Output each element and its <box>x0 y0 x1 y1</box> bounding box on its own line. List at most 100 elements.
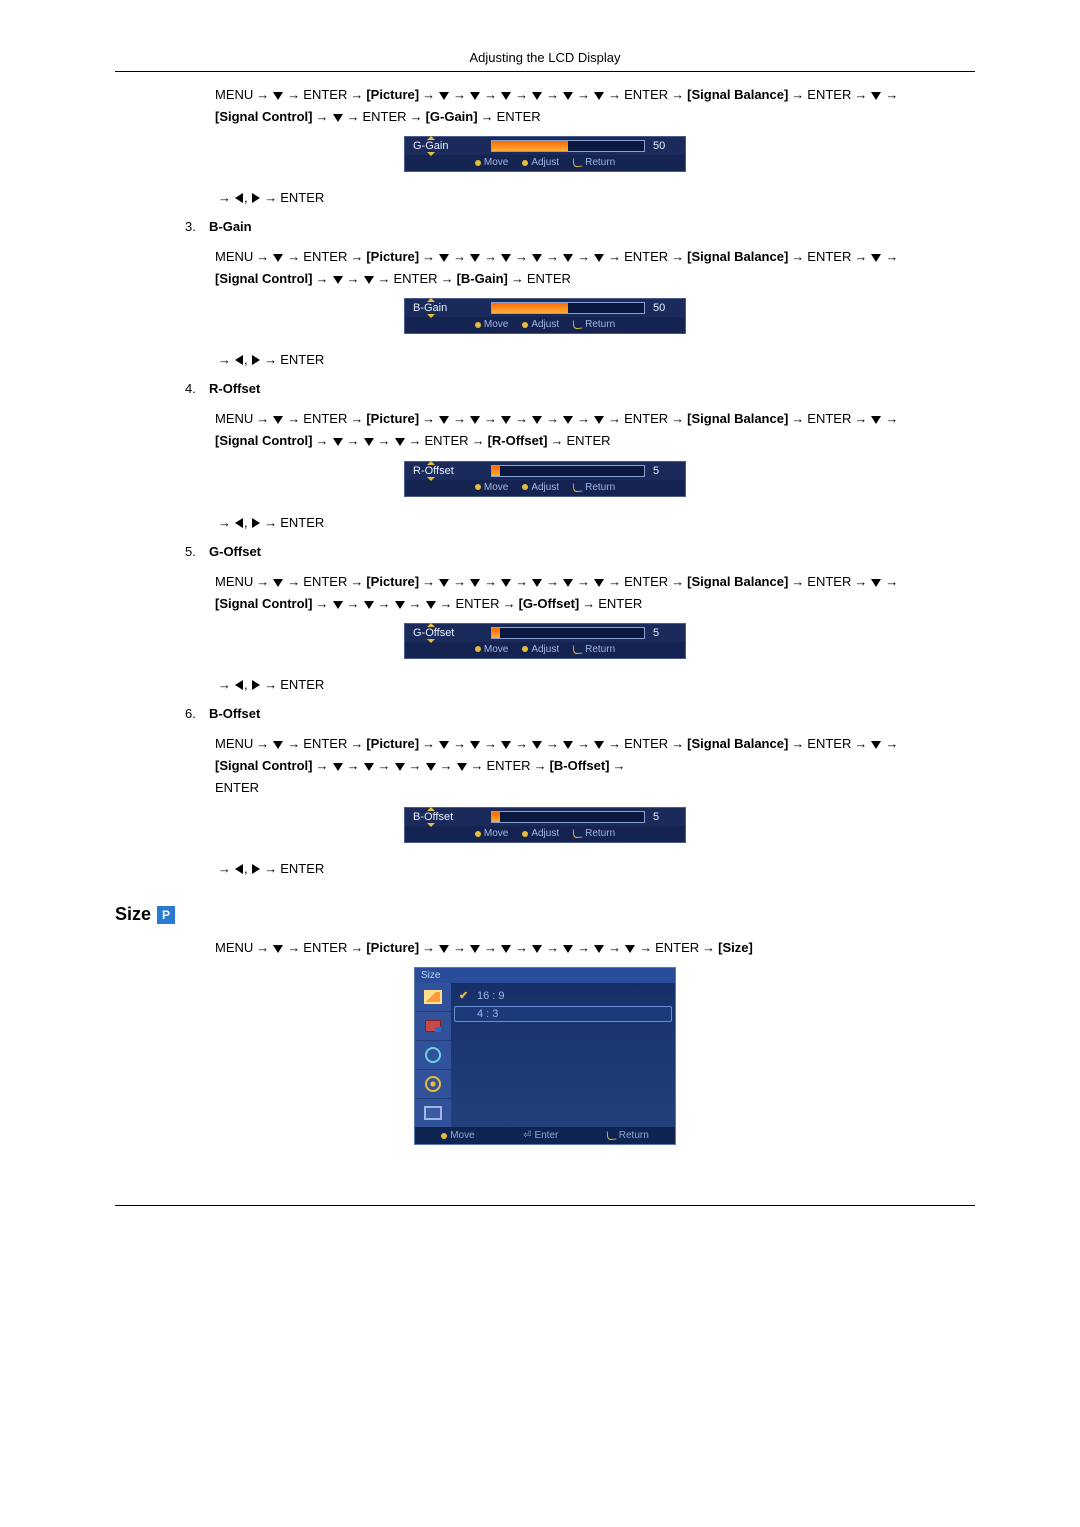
item-title: B-Offset <box>209 706 260 721</box>
item-title: R-Offset <box>209 381 260 396</box>
size-tab[interactable] <box>415 1041 451 1070</box>
size-option-label: 16 : 9 <box>477 990 505 1002</box>
move-dot-icon <box>441 1133 447 1139</box>
adjust-dot-icon <box>522 322 528 328</box>
size-tab[interactable] <box>415 1012 451 1041</box>
slider-label: G-Gain <box>413 140 491 152</box>
size-tab[interactable] <box>415 1070 451 1099</box>
item-heading: 3.B-Gain <box>185 219 975 234</box>
caret-down-icon <box>427 314 435 318</box>
osd-slider: B-Gain50MoveAdjustReturn <box>404 298 686 334</box>
return-icon <box>573 829 583 839</box>
slider-track[interactable] <box>491 465 645 477</box>
slider-track[interactable] <box>491 302 645 314</box>
move-dot-icon <box>475 646 481 652</box>
slider-value: 5 <box>653 465 677 477</box>
pic-icon <box>424 990 442 1004</box>
caret-up-icon <box>427 136 435 140</box>
p-badge-icon: P <box>157 906 175 924</box>
bottom-rule <box>115 1205 975 1206</box>
pc-icon <box>425 1020 441 1032</box>
adjust-dot-icon <box>522 646 528 652</box>
move-dot-icon <box>475 160 481 166</box>
caret-up-icon <box>427 461 435 465</box>
caret-down-icon <box>427 477 435 481</box>
osd-slider: G-Offset5MoveAdjustReturn <box>404 623 686 659</box>
size-heading: Size P <box>115 904 975 925</box>
final-enter: → , → ENTER <box>215 677 975 692</box>
osd-slider: G-Gain50MoveAdjustReturn <box>404 136 686 172</box>
caret-down-icon <box>427 823 435 827</box>
slider-value: 50 <box>653 140 677 152</box>
move-dot-icon <box>475 322 481 328</box>
caret-up-icon <box>427 298 435 302</box>
final-enter: → , → ENTER <box>215 861 975 876</box>
caret-up-icon <box>427 807 435 811</box>
return-icon <box>573 320 583 330</box>
slider-fill <box>492 141 568 151</box>
slider-track[interactable] <box>491 811 645 823</box>
caret-down-icon <box>427 152 435 156</box>
caret-up-icon <box>427 623 435 627</box>
size-osd-menu: Size ✔ 16 : 9 4 : 3 Move ⏎Enter Return <box>414 967 676 1145</box>
circ-icon <box>425 1047 441 1063</box>
adjust-dot-icon <box>522 484 528 490</box>
size-nav: MENU → → ENTER → [Picture] → → → → → → →… <box>215 937 975 959</box>
size-option-label: 4 : 3 <box>477 1008 498 1020</box>
final-enter: → , → ENTER <box>215 352 975 367</box>
item-heading: 4.R-Offset <box>185 381 975 396</box>
size-osd-footer: Move ⏎Enter Return <box>415 1127 675 1144</box>
nav-sequence: MENU → → ENTER → [Picture] → → → → → → →… <box>215 571 975 615</box>
nav-sequence: MENU → → ENTER → [Picture] → → → → → → →… <box>215 84 975 128</box>
footer-hint-enter: ⏎Enter <box>523 1130 558 1141</box>
adjust-dot-icon <box>522 160 528 166</box>
move-dot-icon <box>475 484 481 490</box>
top-rule <box>115 71 975 72</box>
item-title: B-Gain <box>209 219 252 234</box>
slider-label: G-Offset <box>413 627 491 639</box>
osd-slider: B-Offset5MoveAdjustReturn <box>404 807 686 843</box>
slider-track[interactable] <box>491 627 645 639</box>
check-icon: ✔ <box>459 989 471 1002</box>
enter-icon: ⏎ <box>523 1130 531 1141</box>
osd-slider: R-Offset5MoveAdjustReturn <box>404 461 686 497</box>
page-title: Adjusting the LCD Display <box>115 50 975 71</box>
slider-fill <box>492 628 500 638</box>
slider-value: 5 <box>653 811 677 823</box>
rect-icon <box>424 1106 442 1120</box>
return-icon <box>573 482 583 492</box>
slider-fill <box>492 303 568 313</box>
slider-track[interactable] <box>491 140 645 152</box>
move-dot-icon <box>475 831 481 837</box>
slider-fill <box>492 466 500 476</box>
footer-hint-return: Return <box>607 1130 649 1141</box>
size-option[interactable]: 4 : 3 <box>454 1006 672 1022</box>
item-heading: 6.B-Offset <box>185 706 975 721</box>
final-enter: → , → ENTER <box>215 515 975 530</box>
item-title: G-Offset <box>209 544 261 559</box>
slider-label: B-Offset <box>413 811 491 823</box>
slider-value: 50 <box>653 302 677 314</box>
nav-sequence: MENU → → ENTER → [Picture] → → → → → → →… <box>215 246 975 290</box>
footer-hint-move: Move <box>441 1130 474 1141</box>
item-heading: 5.G-Offset <box>185 544 975 559</box>
return-icon <box>573 158 583 168</box>
nav-sequence: MENU → → ENTER → [Picture] → → → → → → →… <box>215 733 975 799</box>
slider-fill <box>492 812 500 822</box>
size-option[interactable]: ✔ 16 : 9 <box>459 989 667 1002</box>
gear-icon <box>425 1076 441 1092</box>
slider-label: B-Gain <box>413 302 491 314</box>
slider-label: R-Offset <box>413 465 491 477</box>
size-osd-title: Size <box>415 968 675 983</box>
adjust-dot-icon <box>522 831 528 837</box>
return-icon <box>606 1131 616 1141</box>
nav-sequence: MENU → → ENTER → [Picture] → → → → → → →… <box>215 408 975 452</box>
slider-value: 5 <box>653 627 677 639</box>
size-tab[interactable] <box>415 983 451 1012</box>
size-tab[interactable] <box>415 1099 451 1127</box>
final-enter: → , → ENTER <box>215 190 975 205</box>
size-osd-left-icons <box>415 983 451 1127</box>
size-heading-text: Size <box>115 904 151 925</box>
return-icon <box>573 644 583 654</box>
caret-down-icon <box>427 639 435 643</box>
